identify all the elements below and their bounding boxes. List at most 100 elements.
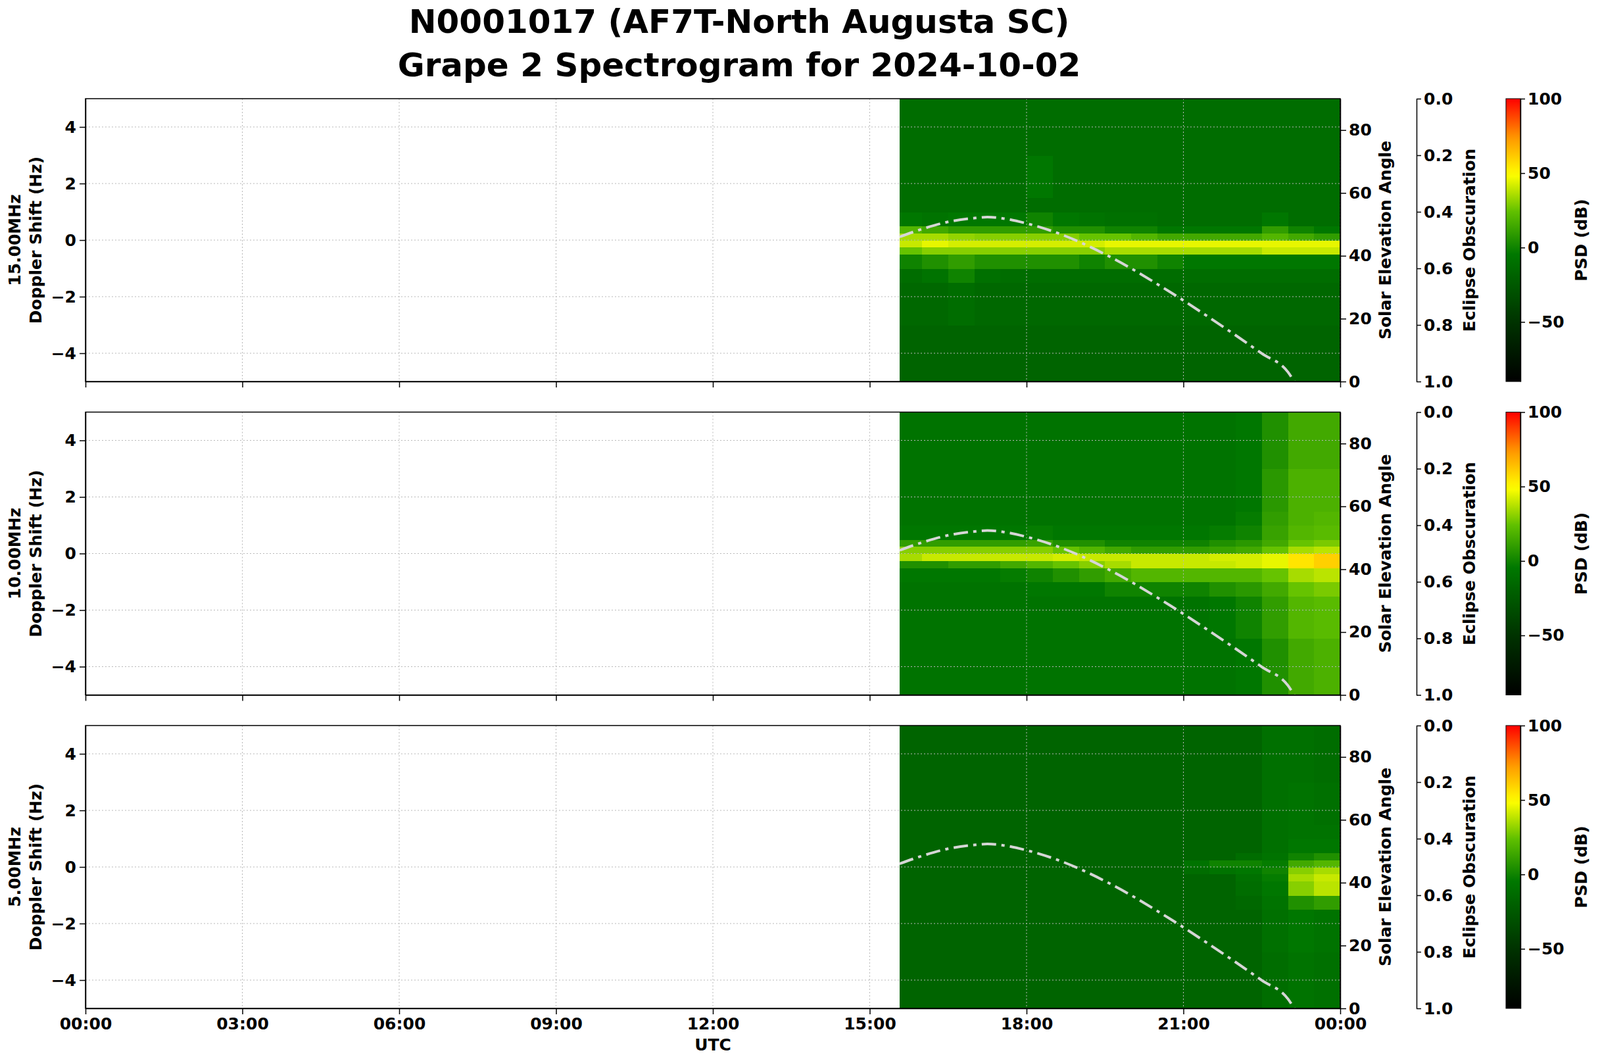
grid xyxy=(85,412,1341,696)
heat-cell xyxy=(948,560,975,568)
tick: −2 xyxy=(51,600,86,620)
grid-line xyxy=(712,725,714,1009)
heat-cell xyxy=(899,254,923,269)
heat-cell xyxy=(1000,226,1027,234)
heat-cell xyxy=(899,895,923,910)
heat-cell xyxy=(1104,781,1132,825)
heat-cell xyxy=(948,852,975,861)
tick-label: 80 xyxy=(1348,120,1372,140)
heat-cell xyxy=(1000,873,1027,882)
heat-cell xyxy=(1183,595,1211,639)
chart: N0001017 (AF7T-North Augusta SC)Grape 2 … xyxy=(0,0,1600,1061)
tick: 0 xyxy=(65,230,86,250)
grid-line xyxy=(85,810,1341,811)
heat-cell xyxy=(1288,866,1315,874)
tick-label: 1.0 xyxy=(1423,685,1453,705)
tick-mark xyxy=(399,1008,401,1015)
tick-mark xyxy=(712,381,715,388)
tick: 60 xyxy=(1340,496,1372,516)
tick-mark xyxy=(79,553,86,555)
tick: 2 xyxy=(65,174,86,194)
heat-cell xyxy=(1026,909,1053,953)
heat-cell xyxy=(1313,254,1341,269)
tick: 4 xyxy=(65,430,86,450)
tick-mark xyxy=(79,240,86,242)
tick-mark xyxy=(1183,1008,1185,1015)
tick xyxy=(1026,695,1028,702)
heat-cell xyxy=(1000,240,1027,248)
grid-line xyxy=(85,609,1341,611)
tick-mark xyxy=(1416,524,1422,527)
heat-cell xyxy=(1209,539,1236,547)
tick-label: 1.0 xyxy=(1423,372,1453,392)
heat-cell xyxy=(1000,546,1027,554)
tick-label: −50 xyxy=(1527,625,1565,645)
heat-cell xyxy=(948,553,975,561)
heat-cell xyxy=(899,595,923,639)
heat-cell xyxy=(1131,866,1158,874)
tick-mark xyxy=(79,496,86,498)
tick-mark xyxy=(242,381,244,388)
heat-cell xyxy=(1209,510,1236,526)
heat-cell xyxy=(921,581,949,597)
heat-cell xyxy=(1288,412,1315,470)
heat-cell xyxy=(1026,268,1053,283)
heat-cell xyxy=(1209,553,1236,561)
heat-cell xyxy=(899,881,923,896)
heat-cell xyxy=(948,546,975,554)
heat-cell xyxy=(974,525,1001,540)
heat-cell xyxy=(1052,282,1080,326)
heat-cell xyxy=(1000,859,1027,867)
heat-cell xyxy=(1157,866,1184,874)
heat-cell xyxy=(1209,866,1236,874)
heat-cell xyxy=(1079,824,1106,840)
tick: 0.0 xyxy=(1416,402,1453,422)
heat-cell xyxy=(1235,510,1262,526)
heat-cell xyxy=(1313,866,1341,874)
heat-cell xyxy=(1261,866,1289,874)
tick: 0.6 xyxy=(1416,885,1453,905)
heat-cell xyxy=(1026,567,1053,582)
heat-cell xyxy=(974,211,1001,227)
heat-cell xyxy=(1052,781,1080,825)
heat-cell xyxy=(1104,560,1132,568)
heat-cell xyxy=(1235,560,1262,568)
heat-cell xyxy=(1235,595,1262,639)
tick-mark xyxy=(1340,506,1347,508)
heat-cell xyxy=(1261,155,1289,198)
heat-cell xyxy=(1209,560,1236,568)
heat-cell xyxy=(1183,859,1211,867)
solar-elevation-line xyxy=(899,217,1295,382)
heat-cell xyxy=(1261,254,1289,269)
heat-cell xyxy=(899,525,923,540)
heat-cell xyxy=(1313,525,1341,540)
heat-cell xyxy=(1209,567,1236,582)
heat-cell xyxy=(1079,254,1106,269)
heat-cell xyxy=(1209,197,1236,213)
tick-mark xyxy=(712,695,715,702)
heat-cell xyxy=(1261,525,1289,540)
heat-cell xyxy=(1131,909,1158,953)
tick: 0.2 xyxy=(1416,145,1453,166)
colorbar-axis: −50050100 xyxy=(1520,716,1565,1009)
heat-cell xyxy=(1026,881,1053,896)
heat-cell xyxy=(1157,468,1184,512)
heat-cell xyxy=(1288,539,1315,547)
heat-cell xyxy=(899,873,923,882)
heat-cell xyxy=(1131,546,1158,554)
heat-cell xyxy=(974,781,1001,825)
heat-cell xyxy=(1288,909,1315,953)
heat-cell xyxy=(1157,282,1184,326)
heat-cell xyxy=(1288,211,1315,227)
y3-axis-title: Eclipse Obscuration xyxy=(1459,461,1479,646)
heat-cell xyxy=(899,268,923,283)
tick-label: 15:00 xyxy=(843,1014,897,1034)
grid-line xyxy=(242,412,243,696)
tick-label: 18:00 xyxy=(1000,1014,1054,1034)
tick-label: 0.8 xyxy=(1423,942,1453,962)
tick-label: 50 xyxy=(1527,163,1551,183)
heat-cell xyxy=(1157,852,1184,861)
y3-axis-title: Eclipse Obscuration xyxy=(1459,148,1479,333)
tick-label: −4 xyxy=(51,656,77,677)
heat-cell xyxy=(1157,232,1184,241)
